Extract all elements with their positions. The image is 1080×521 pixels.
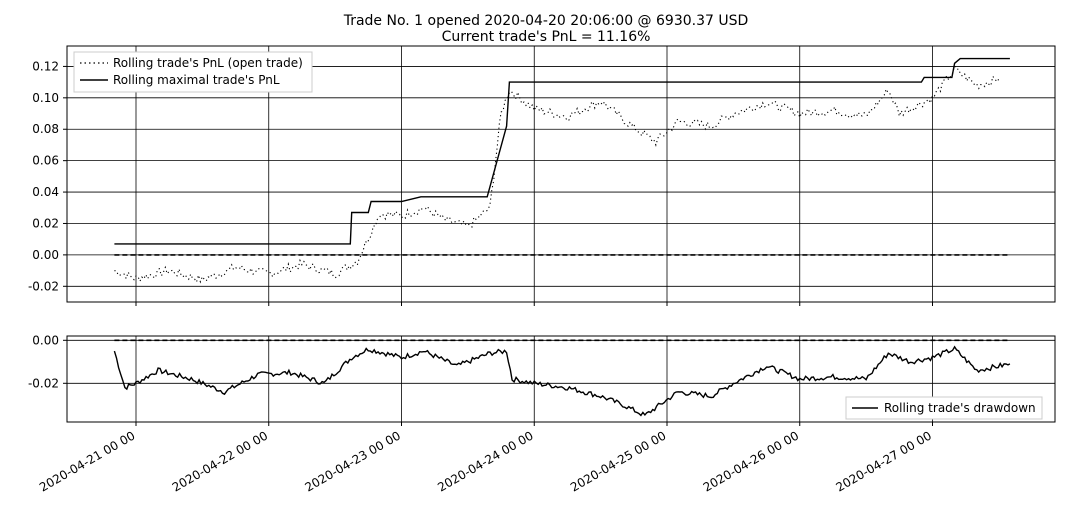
pnl-ytick-label: 0.10	[32, 91, 59, 105]
drawdown-x-ticks: 2020-04-21 00 00 2020-04-22 00 00 2020-04-…	[37, 422, 934, 495]
pnl-ytick-label: 0.00	[32, 248, 59, 262]
drawdown-xtick-label: 2020-04-24 00 00	[435, 428, 535, 494]
drawdown-xtick-label: 2020-04-23 00 00	[303, 428, 403, 494]
pnl-ytick-label: 0.02	[32, 216, 59, 230]
drawdown-xtick-label: 2020-04-27 00 00	[834, 428, 934, 494]
pnl-ytick-label: 0.12	[32, 59, 59, 73]
pnl-legend: Rolling trade's PnL (open trade) Rolling…	[73, 51, 313, 93]
drawdown-y-ticks: -0.02 0.00	[28, 333, 67, 390]
drawdown-ytick-label: -0.02	[28, 376, 59, 390]
pnl-panel: -0.02 0.00 0.02 0.04 0.06 0.08 0.10 0.12 Rollin…	[28, 45, 1056, 306]
pnl-ytick-label: 0.04	[32, 185, 59, 199]
drawdown-series	[113, 339, 1011, 417]
pnl-series	[114, 57, 1010, 284]
drawdown-legend: Rolling trade's drawdown	[845, 396, 1043, 420]
pnl-open-trade-line	[114, 64, 1000, 284]
pnl-legend-box	[73, 51, 313, 93]
drawdown-xtick-label: 2020-04-21 00 00	[37, 428, 137, 494]
drawdown-frame	[66, 335, 1056, 423]
drawdown-legend-box	[845, 396, 1043, 420]
legend-label-maximal: Rolling maximal trade's PnL	[113, 73, 280, 87]
drawdown-panel: -0.02 0.00 2020-04-21 00 00 2020-04-22 00 …	[28, 333, 1056, 495]
pnl-ytick-label: -0.02	[28, 279, 59, 293]
drawdown-xtick-label: 2020-04-25 00 00	[568, 428, 668, 494]
drawdown-xtick-label: 2020-04-22 00 00	[170, 428, 270, 494]
title-line-2: Current trade's PnL = 11.16%	[442, 29, 651, 45]
legend-label-drawdown: Rolling trade's drawdown	[884, 401, 1036, 415]
pnl-y-ticks: -0.02 0.00 0.02 0.04 0.06 0.08 0.10 0.12	[28, 59, 67, 293]
pnl-x-ticks	[135, 302, 933, 306]
legend-label-open-trade: Rolling trade's PnL (open trade)	[113, 56, 303, 70]
drawdown-xtick-label: 2020-04-26 00 00	[701, 428, 801, 494]
drawdown-line	[113, 345, 1011, 417]
pnl-grid	[67, 46, 1055, 302]
pnl-maximal-line	[114, 57, 1010, 245]
drawdown-grid	[67, 336, 1055, 422]
pnl-ytick-label: 0.08	[32, 122, 59, 136]
title-line-1: Trade No. 1 opened 2020-04-20 20:06:00 @…	[343, 13, 749, 29]
drawdown-ytick-label: 0.00	[32, 333, 59, 347]
pnl-frame	[66, 45, 1056, 303]
pnl-ytick-label: 0.06	[32, 154, 59, 168]
